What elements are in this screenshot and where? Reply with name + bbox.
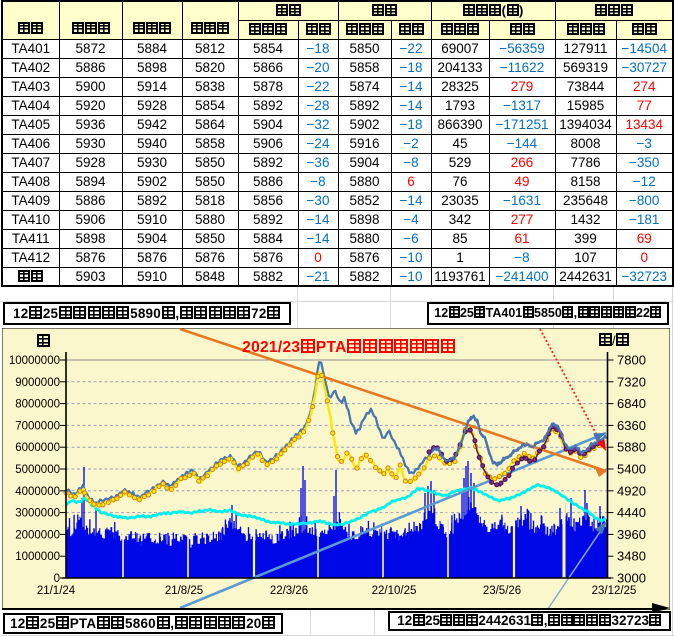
- svg-text:7800: 7800: [617, 353, 646, 368]
- svg-text:3000000: 3000000: [15, 508, 60, 520]
- svg-text:4000000: 4000000: [15, 486, 60, 498]
- svg-text:3000: 3000: [617, 571, 646, 586]
- svg-text:8000000: 8000000: [15, 399, 60, 411]
- svg-text:1000000: 1000000: [15, 551, 60, 563]
- svg-text:3480: 3480: [617, 549, 646, 564]
- svg-text:2000000: 2000000: [15, 529, 60, 541]
- svg-text:22/3/26: 22/3/26: [270, 585, 308, 597]
- svg-text:5400: 5400: [617, 462, 646, 477]
- svg-text:22/10/25: 22/10/25: [372, 585, 417, 597]
- svg-text:23/12/25: 23/12/25: [592, 585, 637, 597]
- svg-text:4920: 4920: [617, 483, 646, 498]
- svg-text:9000000: 9000000: [15, 377, 60, 389]
- svg-text:5000000: 5000000: [15, 464, 60, 476]
- svg-text:4440: 4440: [617, 505, 646, 520]
- svg-text:3960: 3960: [617, 527, 646, 542]
- svg-text:5880: 5880: [617, 440, 646, 455]
- svg-text:6840: 6840: [617, 396, 646, 411]
- svg-text:21/8/25: 21/8/25: [165, 585, 203, 597]
- svg-text:23/5/26: 23/5/26: [483, 585, 521, 597]
- svg-text:7320: 7320: [617, 374, 646, 389]
- svg-text:10000000: 10000000: [9, 355, 60, 367]
- svg-text:6360: 6360: [617, 418, 646, 433]
- svg-text:21/1/24: 21/1/24: [37, 585, 76, 597]
- svg-text:6000000: 6000000: [15, 442, 60, 454]
- svg-text:7000000: 7000000: [15, 420, 60, 432]
- svg-text:0: 0: [54, 573, 60, 585]
